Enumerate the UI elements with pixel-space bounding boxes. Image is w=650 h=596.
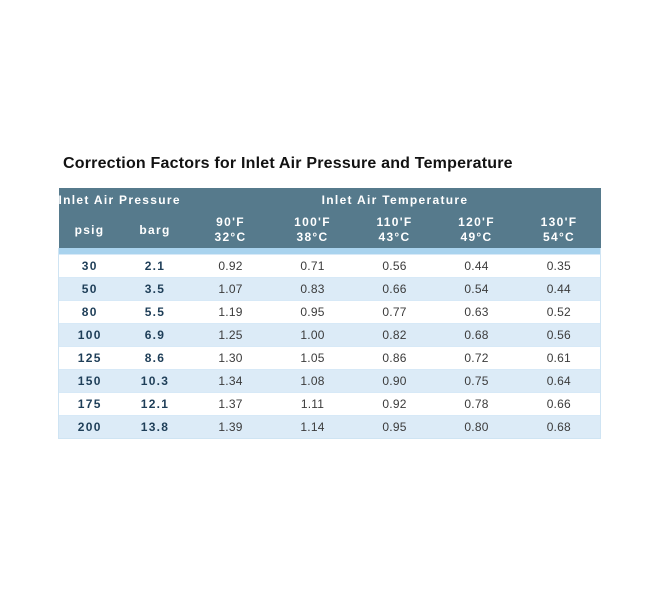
table-row: 80 5.5 1.19 0.95 0.77 0.63 0.52 bbox=[58, 300, 602, 324]
separator-cell bbox=[57, 248, 602, 255]
psig-value: 175 bbox=[58, 392, 121, 416]
barg-value: 6.9 bbox=[120, 323, 190, 347]
correction-factor-table-grid: Inlet Air Pressure Inlet Air Temperature… bbox=[57, 188, 602, 439]
barg-value: 5.5 bbox=[120, 300, 190, 324]
factor-value: 1.11 bbox=[271, 392, 354, 416]
barg-value: 2.1 bbox=[120, 254, 190, 278]
temp-f-label: 120'F bbox=[458, 215, 495, 229]
factor-value: 0.72 bbox=[435, 346, 518, 370]
table-row: 125 8.6 1.30 1.05 0.86 0.72 0.61 bbox=[58, 346, 602, 370]
table-row: 100 6.9 1.25 1.00 0.82 0.68 0.56 bbox=[58, 323, 602, 347]
table-row: 50 3.5 1.07 0.83 0.66 0.54 0.44 bbox=[58, 277, 602, 301]
group-header-inlet-air-temperature: Inlet Air Temperature bbox=[189, 188, 601, 212]
factor-value: 1.37 bbox=[189, 392, 272, 416]
temp-f-label: 100'F bbox=[294, 215, 331, 229]
factor-value: 0.52 bbox=[517, 300, 602, 324]
factor-value: 0.77 bbox=[353, 300, 436, 324]
factor-value: 0.75 bbox=[435, 369, 518, 393]
factor-value: 1.25 bbox=[189, 323, 272, 347]
factor-value: 0.92 bbox=[353, 392, 436, 416]
barg-value: 10.3 bbox=[120, 369, 190, 393]
psig-value: 50 bbox=[58, 277, 121, 301]
factor-value: 0.66 bbox=[353, 277, 436, 301]
factor-value: 0.68 bbox=[435, 323, 518, 347]
factor-value: 0.63 bbox=[435, 300, 518, 324]
column-header-120f: 120'F 49°C bbox=[435, 212, 518, 248]
group-header-inlet-air-pressure: Inlet Air Pressure bbox=[58, 188, 190, 212]
psig-value: 80 bbox=[58, 300, 121, 324]
factor-value: 1.00 bbox=[271, 323, 354, 347]
factor-value: 0.71 bbox=[271, 254, 354, 278]
table-header: Inlet Air Pressure Inlet Air Temperature… bbox=[58, 188, 601, 248]
column-header-psig: psig bbox=[58, 212, 121, 248]
factor-value: 0.83 bbox=[271, 277, 354, 301]
psig-value: 150 bbox=[58, 369, 121, 393]
temp-c-label: 32°C bbox=[214, 230, 247, 244]
factor-value: 0.92 bbox=[189, 254, 272, 278]
barg-value: 13.8 bbox=[120, 415, 190, 439]
column-header-barg: barg bbox=[120, 212, 190, 248]
table-row: 150 10.3 1.34 1.08 0.90 0.75 0.64 bbox=[58, 369, 602, 393]
factor-value: 0.80 bbox=[435, 415, 518, 439]
table-row: 30 2.1 0.92 0.71 0.56 0.44 0.35 bbox=[58, 254, 602, 278]
barg-value: 3.5 bbox=[120, 277, 190, 301]
factor-value: 0.95 bbox=[271, 300, 354, 324]
factor-value: 0.61 bbox=[517, 346, 602, 370]
factor-value: 0.86 bbox=[353, 346, 436, 370]
factor-value: 1.19 bbox=[189, 300, 272, 324]
table-row: 200 13.8 1.39 1.14 0.95 0.80 0.68 bbox=[58, 415, 602, 439]
header-separator-band bbox=[57, 248, 602, 255]
factor-value: 0.44 bbox=[517, 277, 602, 301]
column-header-90f: 90'F 32°C bbox=[189, 212, 272, 248]
temp-f-label: 90'F bbox=[216, 215, 245, 229]
factor-value: 1.39 bbox=[189, 415, 272, 439]
temp-f-label: 110'F bbox=[376, 215, 413, 229]
correction-factor-table: Inlet Air Pressure Inlet Air Temperature… bbox=[57, 188, 602, 439]
factor-value: 0.64 bbox=[517, 369, 602, 393]
factor-value: 1.05 bbox=[271, 346, 354, 370]
temp-f-label: 130'F bbox=[540, 215, 578, 229]
factor-value: 0.66 bbox=[517, 392, 602, 416]
group-header-row: Inlet Air Pressure Inlet Air Temperature bbox=[58, 188, 601, 212]
factor-value: 1.30 bbox=[189, 346, 272, 370]
factor-value: 0.44 bbox=[435, 254, 518, 278]
factor-value: 1.34 bbox=[189, 369, 272, 393]
factor-value: 1.08 bbox=[271, 369, 354, 393]
temp-c-label: 43°C bbox=[378, 230, 411, 244]
column-header-130f: 130'F 54°C bbox=[517, 212, 601, 248]
factor-value: 0.54 bbox=[435, 277, 518, 301]
barg-value: 12.1 bbox=[120, 392, 190, 416]
factor-value: 0.90 bbox=[353, 369, 436, 393]
temp-c-label: 49°C bbox=[460, 230, 493, 244]
psig-value: 200 bbox=[58, 415, 121, 439]
factor-value: 0.78 bbox=[435, 392, 518, 416]
psig-value: 125 bbox=[58, 346, 121, 370]
factor-value: 0.68 bbox=[517, 415, 602, 439]
factor-value: 0.35 bbox=[517, 254, 602, 278]
factor-value: 0.56 bbox=[517, 323, 602, 347]
factor-value: 1.07 bbox=[189, 277, 272, 301]
barg-value: 8.6 bbox=[120, 346, 190, 370]
temp-c-label: 38°C bbox=[296, 230, 329, 244]
factor-value: 1.14 bbox=[271, 415, 354, 439]
psig-value: 30 bbox=[58, 254, 121, 278]
page-title: Correction Factors for Inlet Air Pressur… bbox=[63, 155, 513, 172]
factor-value: 0.56 bbox=[353, 254, 436, 278]
factor-value: 0.82 bbox=[353, 323, 436, 347]
factor-value: 0.95 bbox=[353, 415, 436, 439]
column-header-110f: 110'F 43°C bbox=[353, 212, 436, 248]
column-header-row: psig barg 90'F 32°C 100'F 38°C 110'F 43°… bbox=[58, 212, 601, 248]
temp-c-label: 54°C bbox=[543, 230, 576, 244]
table-body: 30 2.1 0.92 0.71 0.56 0.44 0.35 50 3.5 1.07 0.83 0.… bbox=[57, 248, 602, 439]
table-row: 175 12.1 1.37 1.11 0.92 0.78 0.66 bbox=[58, 392, 602, 416]
column-header-100f: 100'F 38°C bbox=[271, 212, 354, 248]
psig-value: 100 bbox=[58, 323, 121, 347]
